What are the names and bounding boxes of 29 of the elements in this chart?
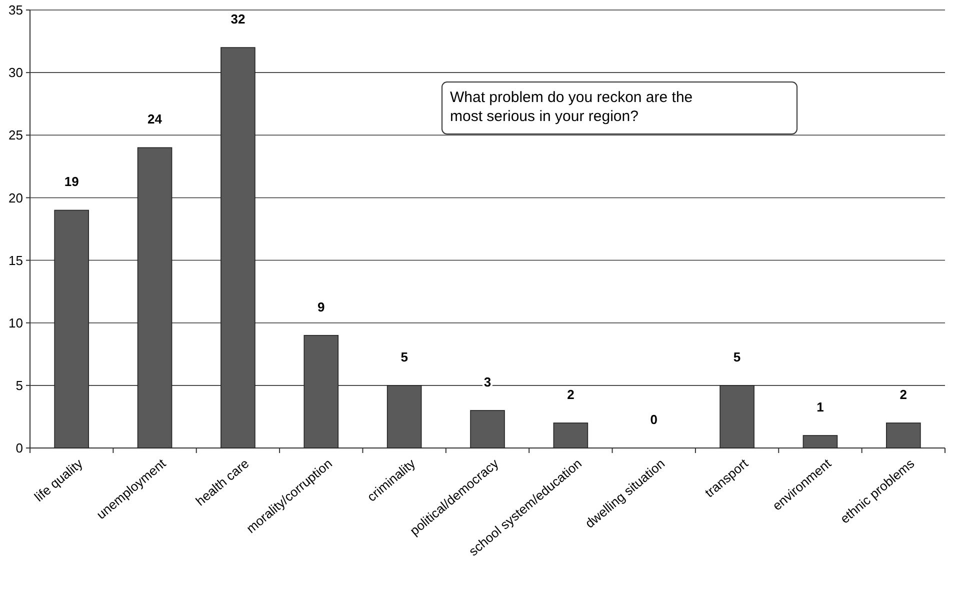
y-tick-label: 20 xyxy=(8,190,23,206)
data-label: 5 xyxy=(733,349,741,364)
data-label: 2 xyxy=(900,386,908,402)
data-label: 5 xyxy=(400,349,408,364)
data-label: 19 xyxy=(64,174,79,190)
data-label: 1 xyxy=(816,399,824,414)
callout-box: What problem do you reckon are the most serious in your region? xyxy=(442,82,798,134)
bar xyxy=(470,410,505,448)
y-tick-label: 10 xyxy=(8,315,23,330)
y-tick-label: 30 xyxy=(8,65,23,80)
data-label: 2 xyxy=(567,386,574,402)
data-label: 9 xyxy=(318,299,325,314)
y-tick-label: 0 xyxy=(16,440,23,456)
bar xyxy=(720,385,754,448)
data-label: 0 xyxy=(650,412,658,427)
y-tick-label: 5 xyxy=(16,378,23,393)
bar xyxy=(553,422,588,448)
y-tick-label: 25 xyxy=(8,128,23,143)
bar xyxy=(137,147,172,448)
y-tick-label: 35 xyxy=(8,2,23,18)
data-label: 24 xyxy=(148,112,163,127)
bar xyxy=(220,47,256,448)
data-label: 32 xyxy=(230,12,246,27)
bar xyxy=(304,334,339,448)
bar xyxy=(54,210,89,448)
bar xyxy=(802,435,838,448)
bar xyxy=(386,385,422,448)
bar xyxy=(886,422,921,448)
y-tick-label: 15 xyxy=(8,252,23,268)
